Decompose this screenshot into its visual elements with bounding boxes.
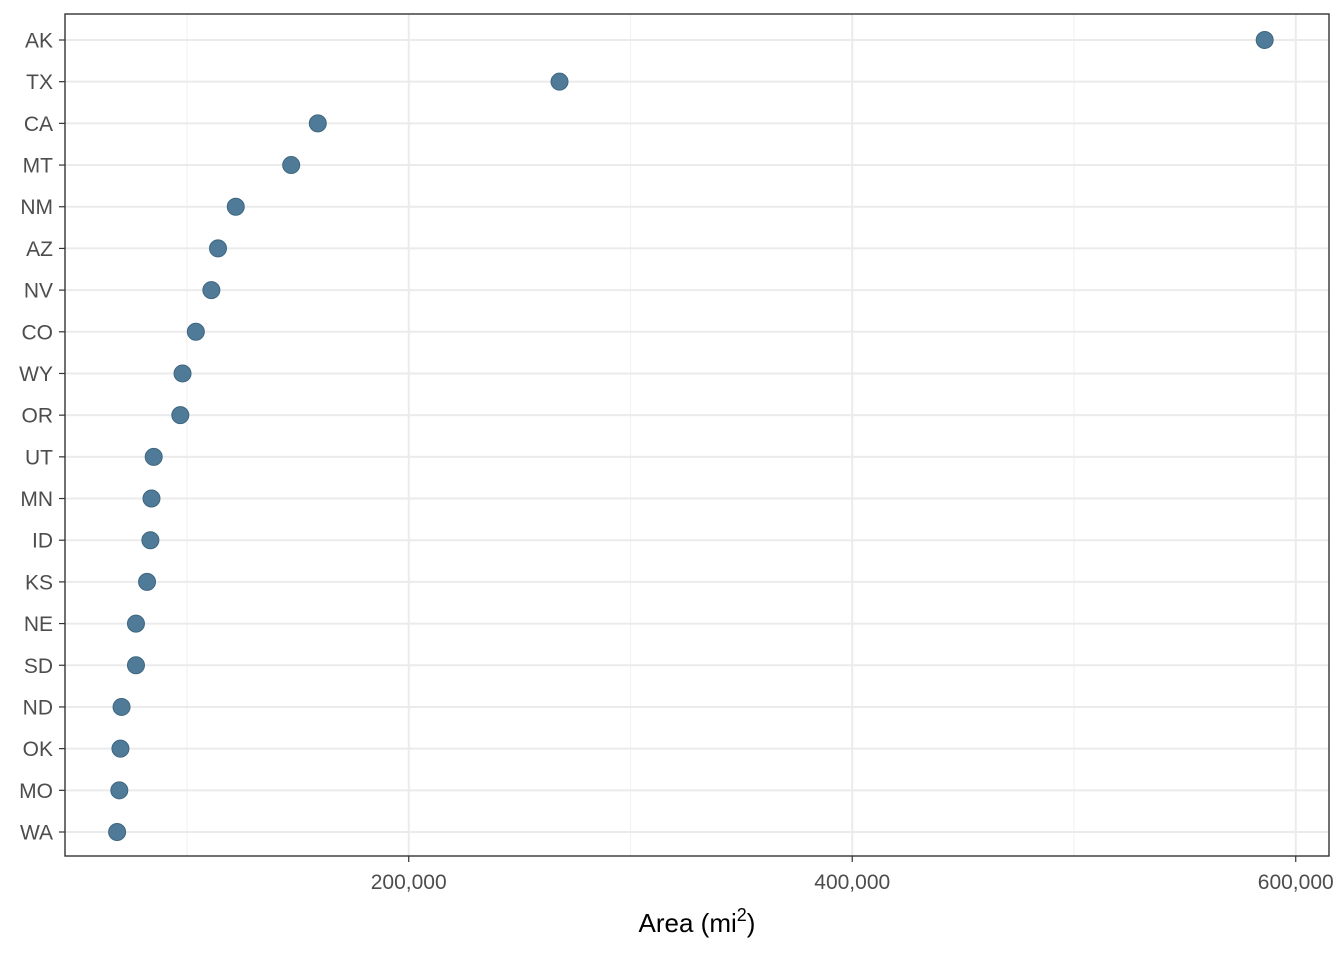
x-tick-label: 200,000 [371,871,447,894]
y-tick-label: SD [24,655,53,678]
x-tick-label: 400,000 [814,871,890,894]
y-tick-label: NE [24,613,53,636]
data-point-ne [126,614,145,633]
data-point-nv [202,281,221,300]
x-axis-title: Area (mi2) [639,905,756,938]
y-tick-label: KS [25,571,53,594]
data-point-ok [111,739,130,758]
y-tick-label: CO [22,321,54,344]
data-point-wa [108,823,127,841]
y-tick-label: ND [23,696,53,719]
y-tick-label: AK [25,30,53,53]
data-point-ak [1255,31,1274,49]
x-axis-title-superscript: 2 [737,905,747,925]
grid [65,14,1329,856]
y-tick-label: OK [23,738,53,761]
x-tick-label: 600,000 [1258,871,1334,894]
data-point-wy [173,364,192,383]
data-points [108,31,1274,841]
y-tick-label: CA [24,113,53,136]
data-point-tx [550,72,569,91]
data-point-nd [112,697,131,716]
y-tick-label: TX [26,71,53,94]
data-point-ut [144,447,163,466]
data-point-nm [226,197,245,216]
data-point-ks [138,572,157,591]
y-tick-label: ID [32,530,53,553]
y-tick-label: UT [25,446,53,469]
data-point-ca [308,114,327,133]
data-point-mo [110,781,129,800]
data-point-mn [142,489,161,508]
x-axis: 200,000 400,000 600,000 [371,856,1334,894]
panel-border [64,13,1330,857]
y-tick-label: WA [20,822,53,845]
data-point-co [186,322,205,341]
data-point-mt [282,156,301,175]
data-point-or [171,406,190,425]
data-point-az [209,239,228,258]
data-point-id [141,531,160,550]
data-point-sd [126,656,145,675]
y-tick-label: MO [19,780,53,803]
y-axis: AK TX CA MT NM AZ NV CO WY OR UT MN ID KS NE SD ND OK MO WA [19,30,65,845]
y-tick-label: WY [19,363,53,386]
y-tick-label: AZ [26,238,53,261]
y-tick-label: OR [22,405,54,428]
y-tick-label: NM [20,196,53,219]
y-tick-label: MN [20,488,53,511]
y-tick-label: NV [24,280,53,303]
y-tick-label: MT [23,155,53,178]
